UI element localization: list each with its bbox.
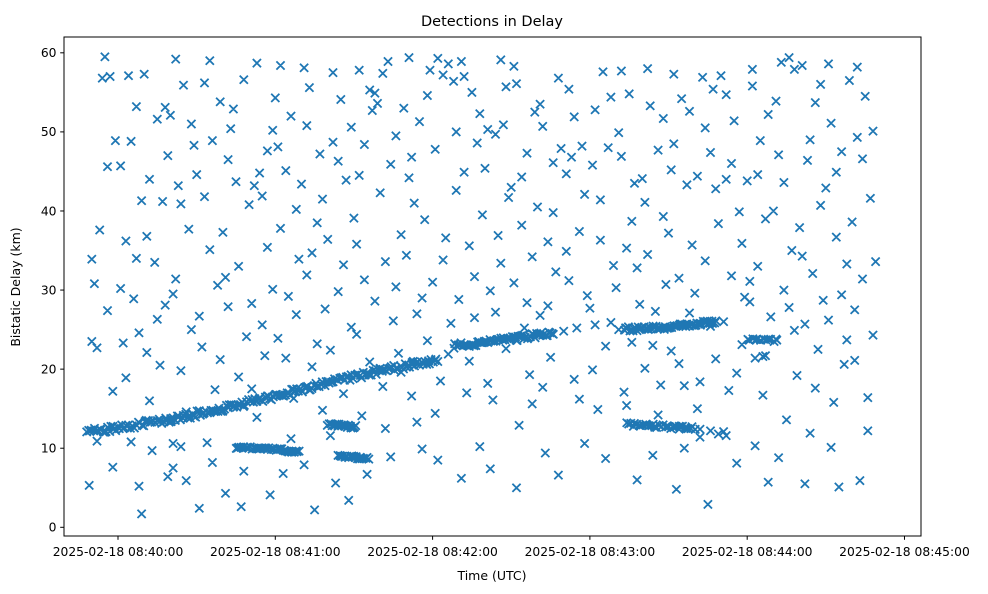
y-tick-label: 10 (41, 442, 57, 456)
x-axis-label: Time (UTC) (456, 568, 526, 583)
x-tick-label: 2025-02-18 08:40:00 (53, 545, 184, 559)
y-tick-label: 30 (41, 283, 57, 297)
x-tick-label: 2025-02-18 08:43:00 (525, 545, 656, 559)
y-tick-label: 20 (41, 362, 57, 376)
y-axis-label: Bistatic Delay (km) (8, 227, 23, 346)
y-tick-label: 50 (41, 125, 57, 139)
detection-x-markers (81, 52, 881, 519)
y-tick-label: 40 (41, 204, 57, 218)
x-tick-label: 2025-02-18 08:41:00 (210, 545, 341, 559)
x-tick-label: 2025-02-18 08:42:00 (367, 545, 498, 559)
axes: 2025-02-18 08:40:00 2025-02-18 08:41:00 20… (41, 46, 970, 559)
scatter-markers (81, 52, 881, 519)
chart-title: Detections in Delay (421, 14, 563, 30)
plot-spines (63, 36, 922, 537)
plot-area (64, 37, 921, 536)
x-tick-label: 2025-02-18 08:44:00 (682, 545, 813, 559)
y-tick-label: 0 (49, 521, 57, 535)
y-tick-label: 60 (41, 46, 57, 60)
x-tick-label: 2025-02-18 08:45:00 (839, 545, 970, 559)
